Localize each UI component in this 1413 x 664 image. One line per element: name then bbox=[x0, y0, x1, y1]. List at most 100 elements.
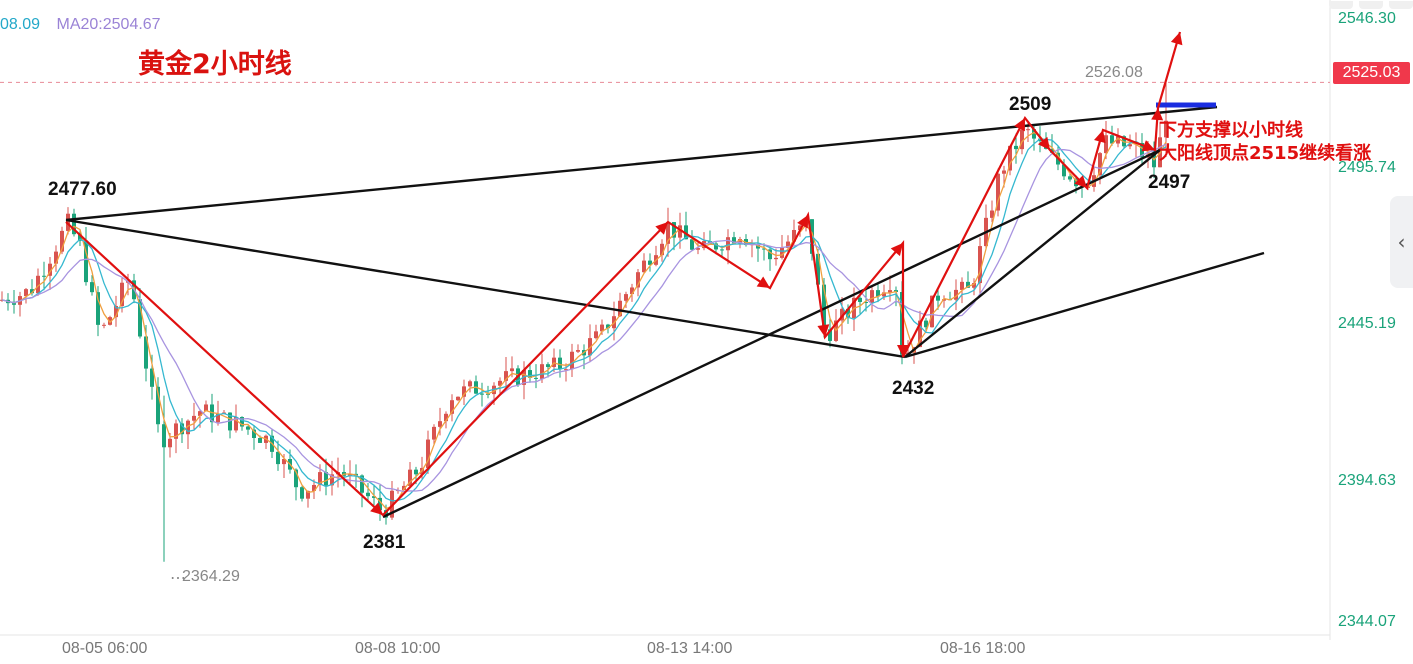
candle bbox=[426, 430, 430, 474]
candle bbox=[966, 271, 970, 288]
candle-body bbox=[318, 472, 322, 485]
candle bbox=[1008, 145, 1012, 176]
candle-body bbox=[330, 474, 334, 486]
candle bbox=[18, 291, 22, 317]
annotation-line-2: 大阳线顶点2515继续看涨 bbox=[1159, 143, 1372, 164]
candle-body bbox=[108, 317, 112, 325]
candle-body bbox=[1122, 136, 1126, 147]
candle-body bbox=[1032, 129, 1036, 139]
candle-body bbox=[564, 369, 568, 371]
candle-body bbox=[312, 484, 316, 491]
candle-body bbox=[240, 417, 244, 427]
candle bbox=[228, 412, 232, 439]
candle-body bbox=[1026, 129, 1030, 131]
candle bbox=[96, 286, 100, 337]
candle-body bbox=[204, 404, 208, 412]
candle bbox=[1140, 133, 1144, 166]
candle-body bbox=[42, 275, 46, 277]
candle bbox=[252, 425, 256, 450]
candle-body bbox=[660, 243, 664, 256]
candle bbox=[462, 379, 466, 405]
low-marker: 2364.29 bbox=[182, 568, 240, 585]
annotation-line-1: 下方支撑以小时线 bbox=[1159, 120, 1303, 141]
wave-arrowhead bbox=[797, 215, 808, 229]
candle bbox=[54, 245, 58, 272]
candle-body bbox=[96, 292, 100, 325]
candle-body bbox=[624, 294, 628, 301]
candle bbox=[876, 283, 880, 303]
candle-body bbox=[462, 386, 466, 397]
wave-arrowhead bbox=[370, 502, 383, 515]
candle-body bbox=[54, 251, 58, 264]
candle-body bbox=[606, 324, 610, 329]
candle-body bbox=[594, 331, 598, 339]
ma-slow-line bbox=[1, 143, 1167, 493]
candle bbox=[618, 292, 622, 317]
wave-arrowhead bbox=[1141, 140, 1155, 152]
candle bbox=[474, 375, 478, 395]
candle bbox=[1104, 121, 1108, 160]
candle bbox=[180, 418, 184, 443]
candle-body bbox=[102, 324, 106, 326]
candle-body bbox=[858, 297, 862, 302]
candle bbox=[1062, 159, 1066, 181]
collapse-panel-button[interactable]: ‹ bbox=[1390, 196, 1413, 288]
chart-title: 黄金2小时线 bbox=[138, 49, 292, 80]
ma20-legend: MA20:2504.67 bbox=[56, 16, 161, 33]
candle bbox=[576, 344, 580, 354]
candle bbox=[456, 396, 460, 402]
trendline-lower bbox=[904, 251, 1265, 359]
candle-body bbox=[966, 281, 970, 288]
candle-body bbox=[1110, 135, 1114, 144]
candle bbox=[312, 479, 316, 499]
wave-arrowhead bbox=[1151, 108, 1164, 121]
candle-body bbox=[372, 496, 376, 498]
wave-arrowhead bbox=[897, 345, 909, 357]
wave-arrowhead bbox=[817, 324, 830, 337]
candle-body bbox=[978, 246, 982, 284]
candle-body bbox=[198, 411, 202, 416]
candle-body bbox=[450, 400, 454, 414]
current-price-badge: 2525.03 bbox=[1333, 62, 1410, 84]
candle-body bbox=[1020, 129, 1024, 150]
candle-body bbox=[990, 210, 994, 218]
candle bbox=[552, 348, 556, 372]
candle bbox=[996, 168, 1000, 217]
wave-arrowhead bbox=[1037, 136, 1050, 150]
candle bbox=[978, 237, 982, 295]
candle-body bbox=[642, 260, 646, 273]
candle-body bbox=[780, 247, 784, 258]
candle-body bbox=[1140, 142, 1144, 158]
candle bbox=[276, 440, 280, 471]
candle-body bbox=[666, 222, 670, 244]
candle bbox=[1014, 133, 1018, 164]
high-marker: 2526.08 bbox=[1085, 64, 1143, 81]
candle-body bbox=[762, 248, 766, 250]
candle-body bbox=[678, 225, 682, 238]
candle-body bbox=[138, 299, 142, 337]
candle-body bbox=[360, 475, 364, 493]
candle-body bbox=[282, 458, 286, 465]
candle bbox=[156, 377, 160, 433]
candle-body bbox=[1008, 145, 1012, 171]
label-2477: 2477.60 bbox=[48, 179, 117, 200]
candle-body bbox=[1098, 153, 1102, 176]
candle bbox=[24, 287, 28, 304]
candle-body bbox=[384, 510, 388, 518]
candle-body bbox=[1128, 144, 1132, 147]
candle bbox=[654, 245, 658, 267]
candle-body bbox=[60, 230, 64, 252]
candle-body bbox=[876, 290, 880, 297]
candle-body bbox=[570, 351, 574, 370]
candle bbox=[528, 364, 532, 383]
candle-body bbox=[426, 439, 430, 468]
candle bbox=[504, 356, 508, 387]
candle-body bbox=[306, 490, 310, 499]
chart-grid bbox=[0, 0, 1331, 640]
trendline-rising-support bbox=[382, 148, 1161, 519]
ma-fast-line bbox=[1, 131, 1167, 510]
candle-body bbox=[84, 240, 88, 283]
candle-body bbox=[492, 385, 496, 395]
candle-body bbox=[246, 426, 250, 430]
